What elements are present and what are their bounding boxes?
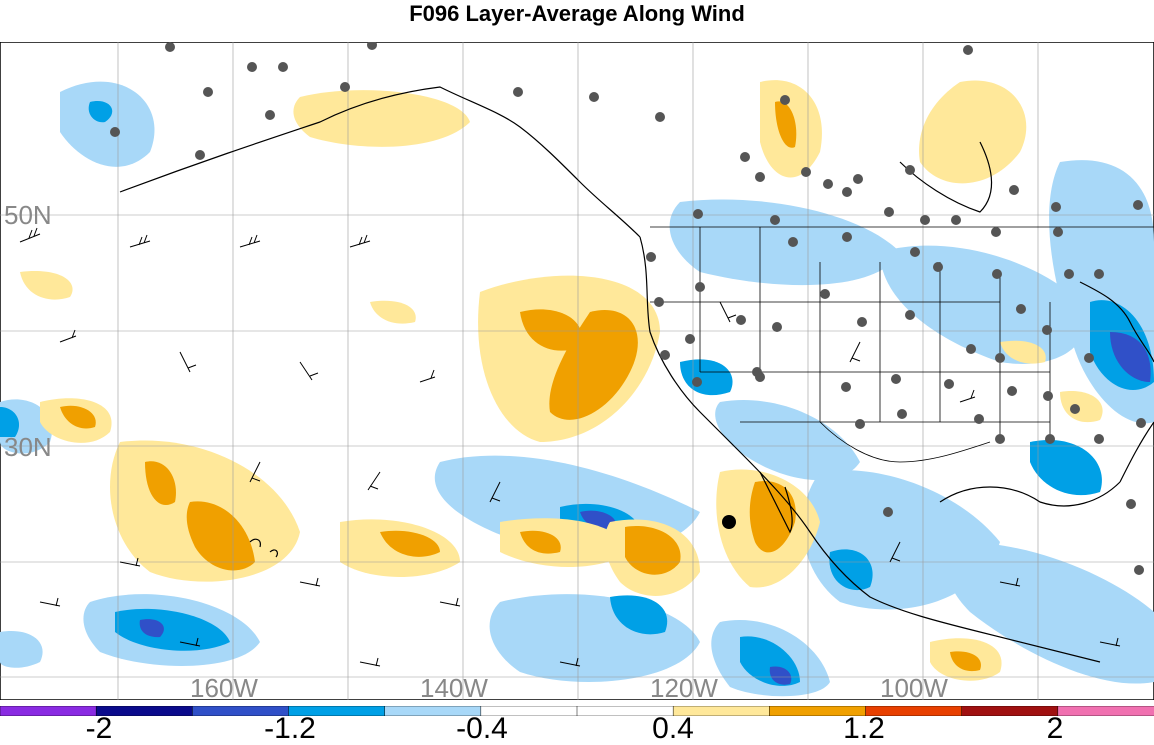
colorbar-labels: -2 -1.2 -0.4 0.4 1.2 2 [0,712,1154,745]
map-panel: 50N 30N 160W 140W 120W 100W [0,42,1154,700]
colorbar-label: 1.2 [843,712,885,745]
lon-label-100w: 100W [880,673,948,700]
colorbar-label: 2 [1046,712,1064,745]
colorbar [0,706,1154,716]
lat-label-30n: 30N [4,432,52,462]
lon-label-140w: 140W [420,673,488,700]
colorbar-label: -1.2 [264,712,316,745]
wind-barbs [19,227,1121,667]
coastlines [119,86,1154,663]
colorbar-label: -2 [85,712,113,745]
marker-dot [722,515,736,529]
colorbar-segment [1057,706,1154,716]
station-dots [110,42,1146,575]
chart-title: F096 Layer-Average Along Wind [409,1,745,26]
shaded-field-positive [20,80,1103,681]
lat-label-50n: 50N [4,200,52,230]
colorbar-label: -0.4 [456,712,508,745]
colorbar-label: 0.4 [652,712,694,745]
lon-label-120w: 120W [650,673,718,700]
lon-label-160w: 160W [190,673,258,700]
